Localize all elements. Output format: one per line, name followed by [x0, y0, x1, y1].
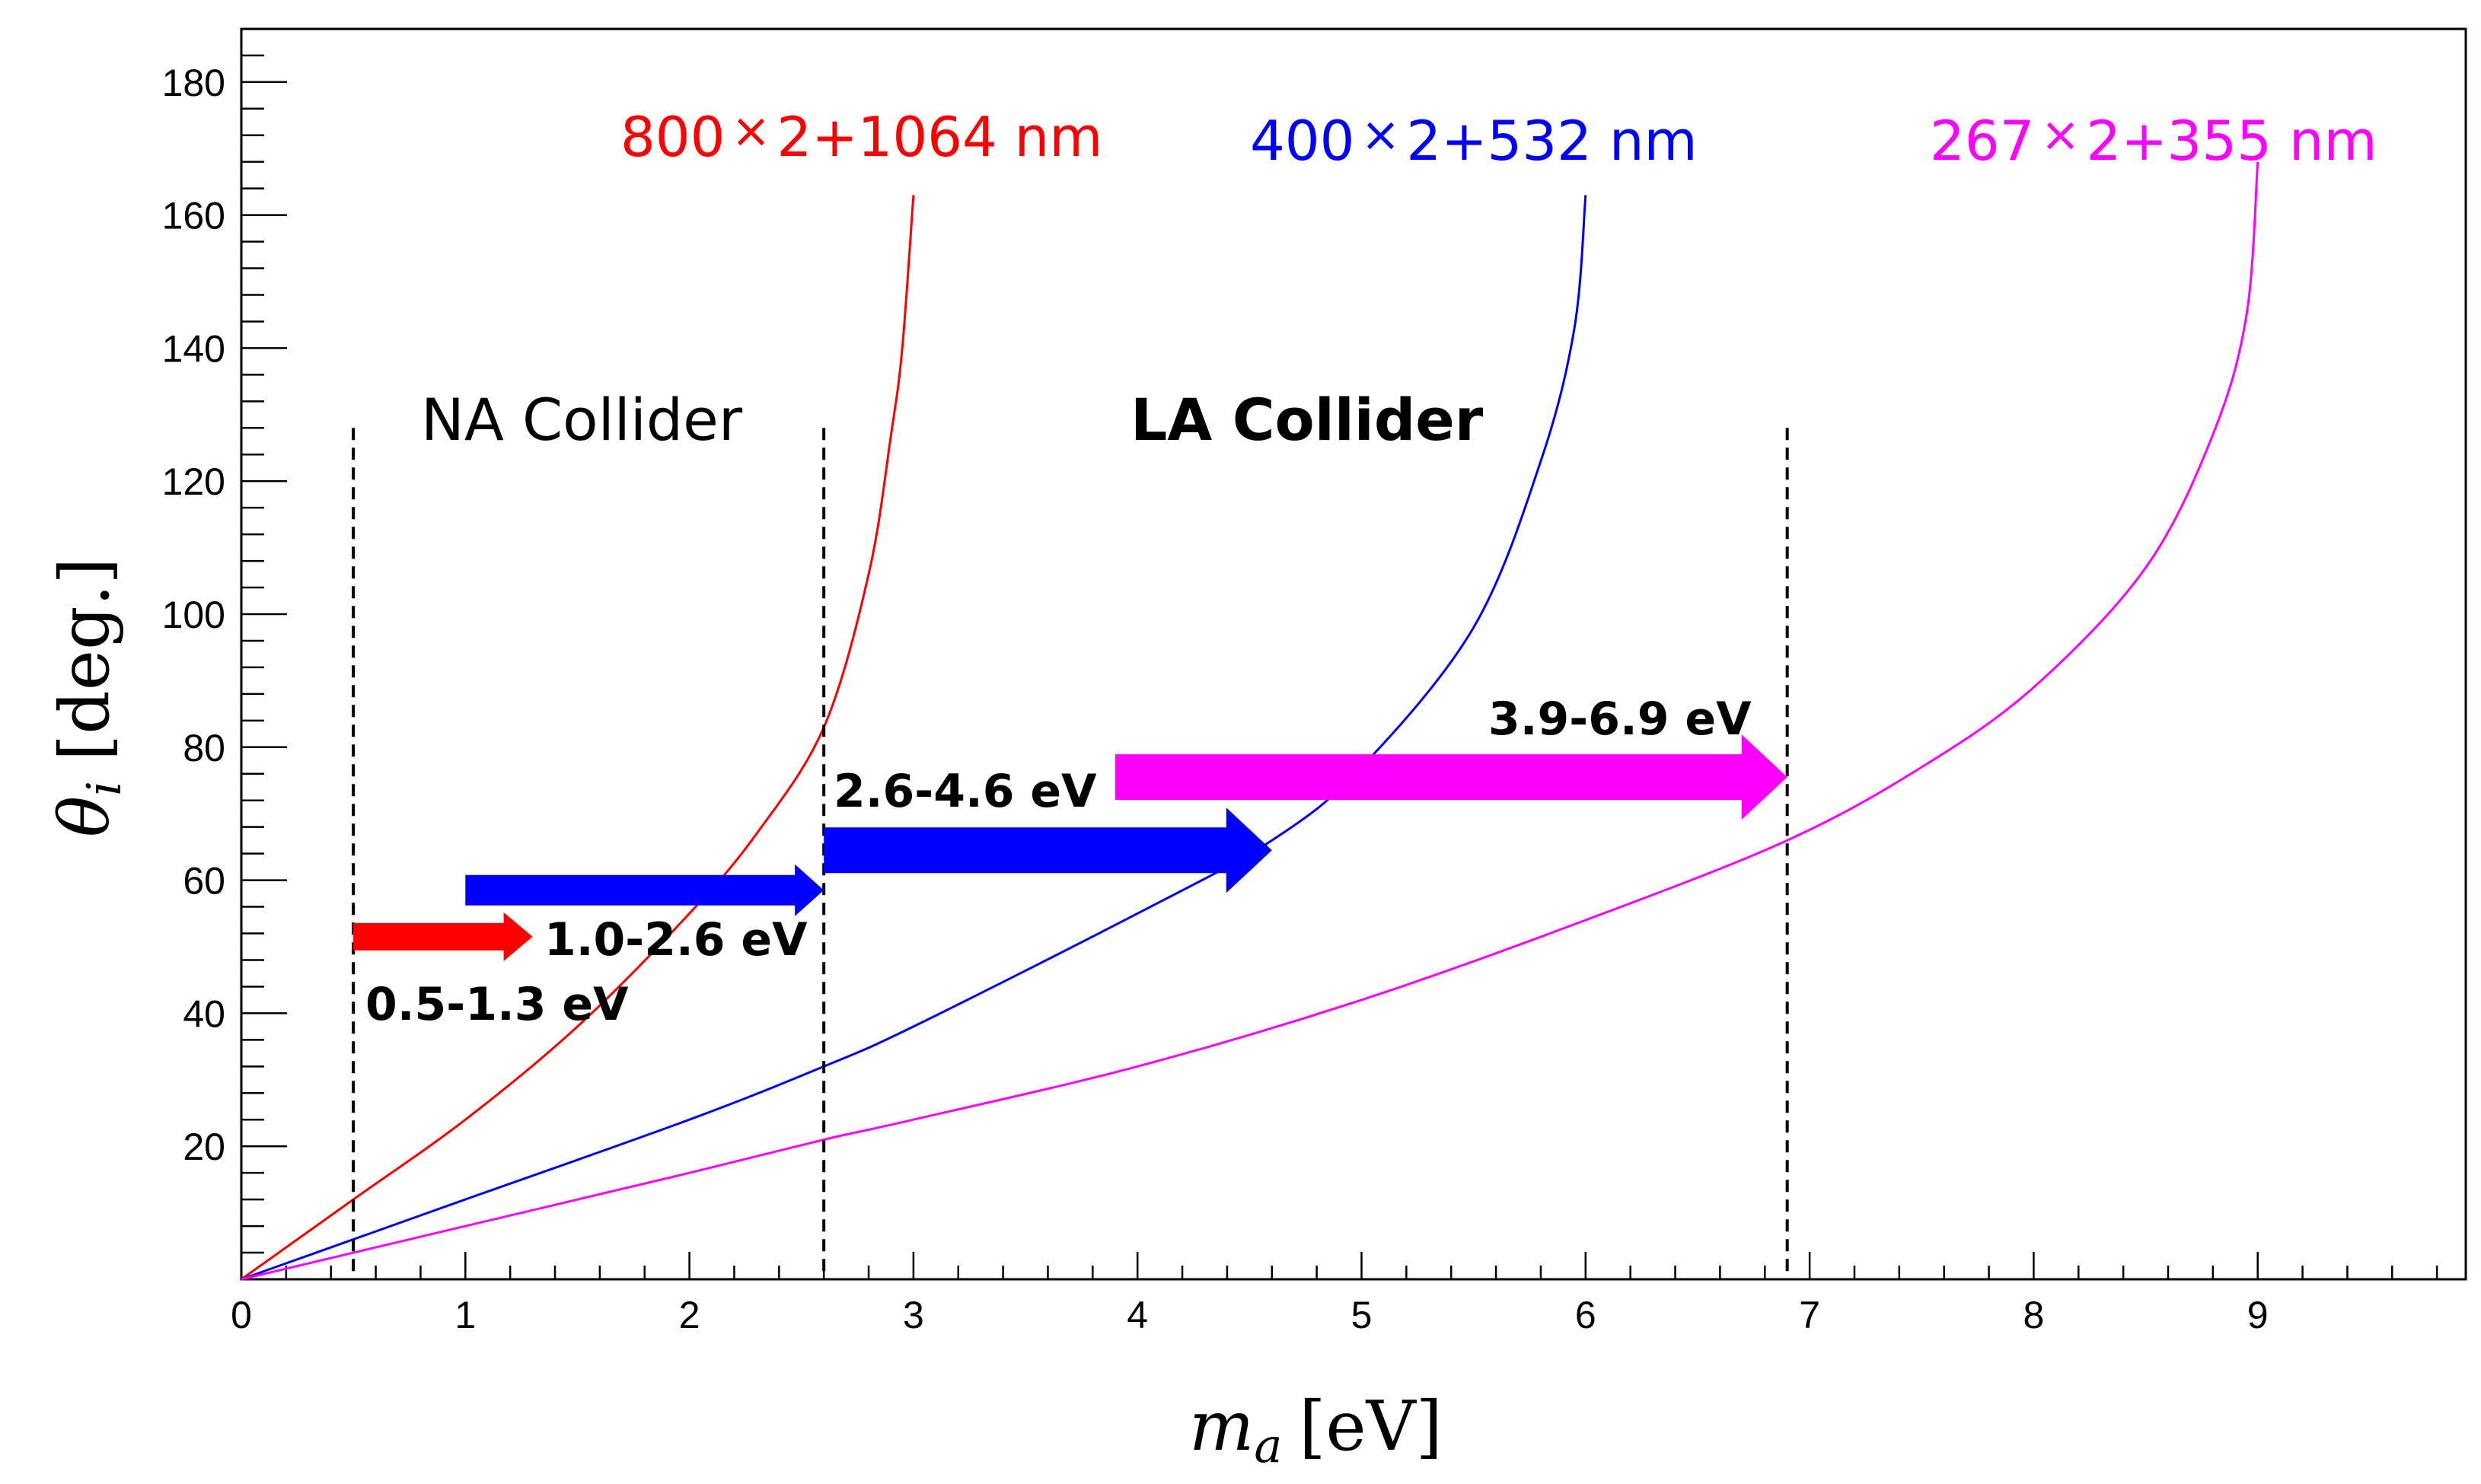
range-arrow	[465, 864, 824, 916]
y-tick-label: 140	[162, 327, 225, 370]
series-curve-1	[241, 195, 1587, 1281]
x-tick-label: 4	[1127, 1294, 1148, 1336]
range-label: 1.0-2.6 eV	[544, 913, 808, 967]
range-arrow	[353, 912, 533, 961]
x-tick-label: 2	[679, 1294, 700, 1336]
y-tick-label: 160	[162, 195, 225, 237]
series-label-magenta: 267 × 2+355 nm	[1930, 107, 2377, 173]
y-tick-label: 60	[183, 860, 225, 903]
range-arrows: 0.5-1.3 eV 1.0-2.6 eV 2.6-4.6 eV 3.9-6.9 eV	[353, 693, 1787, 1031]
x-tick-label: 3	[903, 1294, 924, 1336]
x-tick-label: 7	[1799, 1294, 1820, 1336]
series-label-red: 800 × 2+1064 nm	[620, 103, 1102, 169]
x-tick-label: 8	[2023, 1294, 2044, 1336]
x-tick-label: 0	[231, 1294, 252, 1336]
boundary-lines	[352, 428, 1789, 1279]
y-tick-label: 180	[162, 62, 225, 104]
y-tick-label: 120	[162, 460, 225, 503]
x-tick-label: 5	[1351, 1294, 1373, 1336]
y-tick-label: 100	[162, 594, 225, 636]
range-label: 0.5-1.3 eV	[365, 978, 629, 1031]
y-tick-label: 40	[183, 992, 225, 1035]
range-arrow	[824, 807, 1272, 893]
series-curve-2	[241, 161, 2259, 1281]
region-label-la: LA Collider	[1130, 386, 1484, 454]
range-arrow	[1115, 734, 1787, 820]
series-curve-0	[241, 195, 915, 1281]
range-label: 2.6-4.6 eV	[834, 765, 1097, 818]
series-curves	[241, 161, 2259, 1281]
x-tick-label: 1	[454, 1294, 476, 1336]
y-tick-label: 80	[183, 727, 225, 769]
series-label-blue: 400 × 2+532 nm	[1250, 107, 1698, 173]
y-tick-label: 20	[183, 1126, 225, 1168]
x-tick-label: 9	[2247, 1294, 2269, 1336]
x-axis-title: ma [eV]	[1189, 1387, 1443, 1473]
region-label-na: NA Collider	[421, 386, 743, 454]
y-axis-title: θi[deg.]	[45, 558, 132, 837]
plot-frame	[240, 27, 2467, 1281]
x-tick-label: 6	[1575, 1294, 1596, 1336]
axis-ticks: 0 1 2 3 4 5 6 7 8 9 20 40 60 80 100 120 140 160 180	[162, 54, 2438, 1336]
range-label: 3.9-6.9 eV	[1488, 693, 1752, 746]
